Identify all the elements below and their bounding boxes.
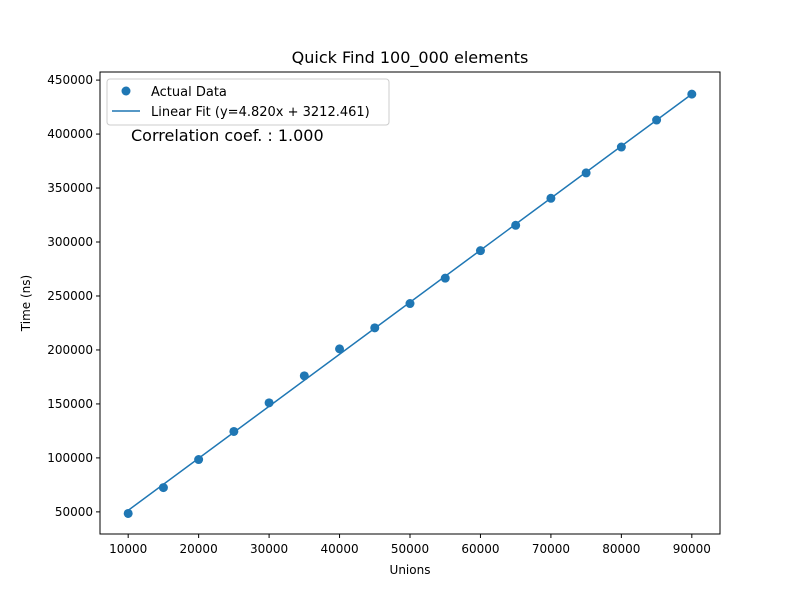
- y-tick-label: 400000: [47, 127, 93, 141]
- y-tick-label: 150000: [47, 397, 93, 411]
- data-point: [264, 398, 274, 408]
- y-tick-label: 100000: [47, 451, 93, 465]
- y-tick-label: 350000: [47, 181, 93, 195]
- data-point: [687, 89, 697, 99]
- y-axis-label: Time (ns): [19, 275, 33, 332]
- y-tick-label: 50000: [55, 505, 93, 519]
- data-point: [335, 344, 345, 354]
- x-axis: 10000 20000 30000 40000 50000 60000 70000 80000…: [109, 534, 711, 556]
- legend-marker-actual-data: [121, 86, 131, 96]
- x-tick-label: 30000: [250, 542, 288, 556]
- data-point: [546, 193, 556, 203]
- legend-label-actual-data: Actual Data: [151, 85, 227, 100]
- data-point: [616, 142, 626, 152]
- data-point: [405, 299, 415, 309]
- x-tick-label: 40000: [320, 542, 358, 556]
- data-point: [440, 273, 450, 283]
- data-point: [475, 246, 485, 256]
- chart-title: Quick Find 100_000 elements: [292, 48, 529, 68]
- x-axis-label: Unions: [390, 563, 431, 577]
- y-tick-label: 200000: [47, 343, 93, 357]
- data-point: [229, 426, 239, 436]
- x-tick-label: 80000: [602, 542, 640, 556]
- data-point: [370, 323, 380, 333]
- y-tick-label: 450000: [47, 73, 93, 87]
- y-tick-label: 250000: [47, 289, 93, 303]
- legend: Actual Data Linear Fit (y=4.820x + 3212.…: [106, 78, 390, 126]
- x-tick-label: 70000: [532, 542, 570, 556]
- data-point: [194, 455, 204, 465]
- data-point: [123, 508, 133, 518]
- x-tick-label: 10000: [109, 542, 147, 556]
- x-tick-label: 60000: [461, 542, 499, 556]
- data-point: [158, 483, 168, 493]
- data-point: [652, 115, 662, 125]
- legend-box: [106, 78, 390, 126]
- data-point: [511, 220, 521, 230]
- scatter-points: [123, 89, 697, 518]
- correlation-annotation: Correlation coef. : 1.000: [131, 126, 324, 145]
- y-axis: 50000 100000 150000 200000 250000 300000 35000…: [47, 73, 100, 519]
- data-point: [581, 168, 591, 178]
- x-tick-label: 50000: [391, 542, 429, 556]
- y-tick-label: 300000: [47, 235, 93, 249]
- x-tick-label: 20000: [180, 542, 218, 556]
- x-tick-label: 90000: [673, 542, 711, 556]
- legend-label-linear-fit: Linear Fit (y=4.820x + 3212.461): [151, 105, 370, 120]
- data-point: [299, 371, 309, 381]
